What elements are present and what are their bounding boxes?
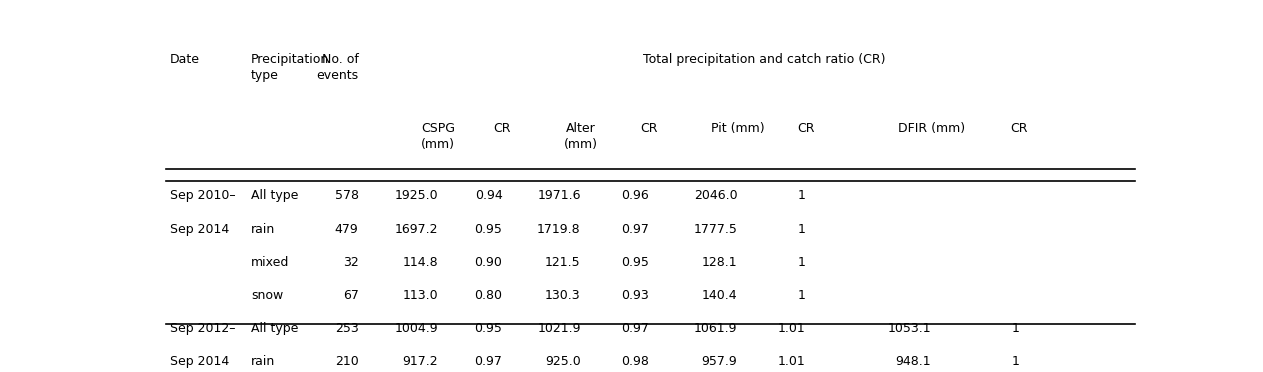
Text: 67: 67 — [342, 289, 359, 302]
Text: 130.3: 130.3 — [546, 289, 581, 302]
Text: CR: CR — [797, 122, 815, 135]
Text: 1021.9: 1021.9 — [537, 322, 581, 335]
Text: Sep 2014: Sep 2014 — [169, 355, 229, 368]
Text: 925.0: 925.0 — [544, 355, 581, 368]
Text: rain: rain — [251, 355, 275, 368]
Text: 0.94: 0.94 — [475, 189, 503, 202]
Text: 1777.5: 1777.5 — [693, 222, 738, 235]
Text: Alter
(mm): Alter (mm) — [563, 122, 597, 151]
Text: 0.95: 0.95 — [475, 322, 503, 335]
Text: 1.01: 1.01 — [778, 355, 806, 368]
Text: 1: 1 — [1012, 355, 1019, 368]
Text: 0.95: 0.95 — [621, 256, 649, 269]
Text: 121.5: 121.5 — [546, 256, 581, 269]
Text: 0.90: 0.90 — [475, 256, 503, 269]
Text: 0.95: 0.95 — [475, 222, 503, 235]
Text: 1: 1 — [1012, 322, 1019, 335]
Text: Date: Date — [169, 53, 200, 66]
Text: CSPG
(mm): CSPG (mm) — [421, 122, 455, 151]
Text: DFIR (mm): DFIR (mm) — [898, 122, 965, 135]
Text: CR: CR — [640, 122, 658, 135]
Text: No. of
events: No. of events — [317, 53, 359, 82]
Text: rain: rain — [251, 222, 275, 235]
Text: 1: 1 — [798, 222, 806, 235]
Text: 2046.0: 2046.0 — [693, 189, 738, 202]
Text: mixed: mixed — [251, 256, 289, 269]
Text: 0.97: 0.97 — [621, 222, 649, 235]
Text: 917.2: 917.2 — [402, 355, 438, 368]
Text: 1: 1 — [798, 256, 806, 269]
Text: 578: 578 — [335, 189, 359, 202]
Text: 1.01: 1.01 — [778, 322, 806, 335]
Text: 1061.9: 1061.9 — [693, 322, 738, 335]
Text: CR: CR — [1010, 122, 1028, 135]
Text: 957.9: 957.9 — [701, 355, 738, 368]
Text: snow: snow — [251, 289, 283, 302]
Text: Sep 2010–: Sep 2010– — [169, 189, 235, 202]
Text: 1925.0: 1925.0 — [394, 189, 438, 202]
Text: Pit (mm): Pit (mm) — [711, 122, 764, 135]
Text: 1: 1 — [798, 189, 806, 202]
Text: All type: All type — [251, 322, 298, 335]
Text: 113.0: 113.0 — [402, 289, 438, 302]
Text: CR: CR — [494, 122, 512, 135]
Text: All type: All type — [251, 189, 298, 202]
Text: 0.93: 0.93 — [621, 289, 649, 302]
Text: 1719.8: 1719.8 — [537, 222, 581, 235]
Text: 128.1: 128.1 — [702, 256, 738, 269]
Text: Total precipitation and catch ratio (CR): Total precipitation and catch ratio (CR) — [643, 53, 887, 66]
Text: Sep 2014: Sep 2014 — [169, 222, 229, 235]
Text: 32: 32 — [342, 256, 359, 269]
Text: 1: 1 — [798, 289, 806, 302]
Text: 1971.6: 1971.6 — [537, 189, 581, 202]
Text: 0.97: 0.97 — [621, 322, 649, 335]
Text: 140.4: 140.4 — [702, 289, 738, 302]
Text: 210: 210 — [335, 355, 359, 368]
Text: Sep 2012–: Sep 2012– — [169, 322, 235, 335]
Text: Precipitation
type: Precipitation type — [251, 53, 330, 82]
Text: 1697.2: 1697.2 — [394, 222, 438, 235]
Text: 1004.9: 1004.9 — [394, 322, 438, 335]
Text: 0.96: 0.96 — [621, 189, 649, 202]
Text: 1053.1: 1053.1 — [888, 322, 931, 335]
Text: 479: 479 — [335, 222, 359, 235]
Text: 253: 253 — [335, 322, 359, 335]
Text: 0.98: 0.98 — [621, 355, 649, 368]
Text: 0.97: 0.97 — [475, 355, 503, 368]
Text: 0.80: 0.80 — [475, 289, 503, 302]
Text: 948.1: 948.1 — [895, 355, 931, 368]
Text: 114.8: 114.8 — [402, 256, 438, 269]
